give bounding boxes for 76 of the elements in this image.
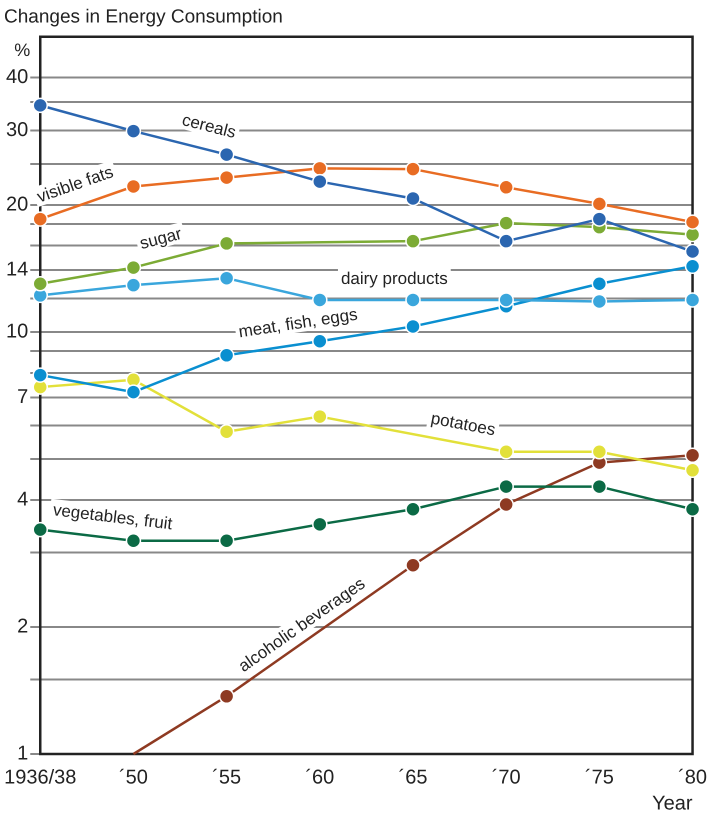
point: [498, 215, 514, 231]
text: potatoes: [429, 408, 497, 440]
point: [126, 384, 142, 400]
y-tick-label: 2: [17, 615, 28, 638]
point: [32, 276, 48, 292]
point: [592, 196, 608, 212]
point: [498, 180, 514, 196]
point: [405, 292, 421, 308]
x-tick-label: ´80: [678, 766, 707, 789]
point: [405, 557, 421, 573]
point: [684, 244, 700, 260]
x-tick-label: ´55: [212, 766, 242, 789]
point: [405, 502, 421, 517]
point: [126, 277, 142, 293]
text: meat, fish, eggs: [237, 304, 359, 342]
point: [592, 444, 608, 460]
point: [218, 533, 234, 549]
point: [126, 123, 142, 139]
point: [405, 318, 421, 334]
point: [126, 178, 142, 194]
point: [312, 160, 328, 176]
y-axis-title: %: [14, 40, 30, 60]
point: [498, 478, 514, 494]
point: [312, 334, 328, 350]
point: [684, 448, 700, 464]
text: visible fats: [34, 162, 116, 206]
y-tick-label: 4: [17, 488, 28, 510]
point: [592, 211, 608, 227]
chart-title: Changes in Energy Consumption: [4, 6, 283, 28]
point: [498, 233, 514, 249]
point: [405, 161, 421, 177]
text: vegetables, fruit: [52, 500, 174, 534]
point: [32, 522, 48, 538]
y-tick-label: 14: [6, 258, 28, 281]
point: [592, 276, 608, 292]
text: sugar: [138, 224, 184, 254]
point: [218, 146, 234, 162]
point: [592, 294, 608, 310]
point: [218, 236, 234, 252]
point: [126, 260, 142, 276]
point: [498, 444, 514, 460]
point: [218, 170, 234, 186]
x-tick-label: 1936/38: [4, 766, 76, 789]
point: [312, 408, 328, 424]
point: [684, 462, 700, 478]
x-tick-label: ´50: [118, 766, 148, 789]
point: [218, 688, 234, 704]
y-tick-label: 30: [6, 118, 28, 141]
point: [218, 270, 234, 286]
text: cereals: [180, 110, 238, 142]
y-tick-label: 1: [17, 742, 28, 765]
y-tick-label: 20: [6, 193, 28, 216]
point: [405, 233, 421, 249]
point: [312, 516, 328, 532]
y-tick-label: 40: [6, 66, 28, 88]
point: [498, 496, 514, 512]
x-tick-label: ´70: [492, 766, 521, 789]
point: [405, 190, 421, 206]
point: [312, 292, 328, 308]
x-tick-label: ´60: [305, 766, 334, 789]
y-tick-label: 10: [6, 320, 28, 342]
point: [312, 174, 328, 190]
point: [684, 502, 700, 517]
point: [592, 478, 608, 494]
point: [126, 533, 142, 549]
x-axis-title: Year: [652, 792, 693, 815]
point: [218, 348, 234, 364]
point: [684, 258, 700, 274]
series-label: dairy products: [340, 269, 448, 288]
point: [218, 424, 234, 440]
point: [684, 292, 700, 308]
y-tick-label: 7: [17, 386, 28, 408]
point: [684, 214, 700, 230]
x-tick-label: ´75: [584, 766, 614, 789]
x-tick-label: ´65: [398, 766, 428, 789]
point: [498, 292, 514, 308]
